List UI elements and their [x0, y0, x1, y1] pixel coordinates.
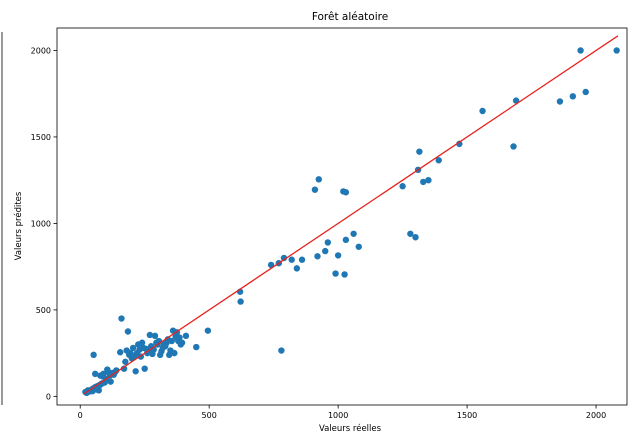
- data-point: [113, 367, 120, 374]
- data-point: [425, 176, 432, 184]
- data-point: [280, 254, 288, 262]
- data-point: [577, 47, 584, 54]
- data-point: [342, 189, 350, 196]
- data-point: [176, 334, 183, 341]
- data-point: [350, 230, 357, 237]
- data-point: [420, 178, 427, 186]
- y-tick-label: 2000: [31, 46, 51, 55]
- y-tick-label: 500: [36, 306, 51, 315]
- data-point: [334, 252, 342, 259]
- data-point: [124, 328, 132, 335]
- data-point: [613, 47, 620, 54]
- data-point: [341, 271, 348, 278]
- data-point: [237, 298, 244, 305]
- data-point: [182, 332, 190, 340]
- data-point: [412, 234, 419, 241]
- data-point: [314, 253, 321, 260]
- data-point: [146, 331, 154, 339]
- y-tick-label: 1500: [31, 133, 51, 142]
- data-point: [510, 143, 517, 150]
- data-point: [116, 349, 124, 356]
- data-point: [342, 236, 350, 244]
- data-point: [456, 140, 463, 148]
- data-point: [582, 88, 589, 96]
- data-point: [288, 256, 295, 263]
- data-point: [168, 337, 175, 345]
- data-point: [293, 265, 301, 272]
- data-point: [556, 98, 564, 105]
- data-point: [479, 107, 486, 115]
- data-point: [355, 243, 362, 250]
- data-point: [171, 349, 178, 357]
- data-point: [267, 261, 275, 269]
- data-point: [178, 339, 186, 346]
- data-point: [407, 230, 414, 237]
- y-tick-label: 0: [46, 392, 51, 401]
- data-point: [107, 378, 114, 385]
- x-tick-label: 0: [78, 411, 83, 420]
- data-point: [151, 332, 159, 340]
- data-point: [132, 368, 139, 375]
- data-point: [416, 148, 423, 155]
- y-axis-label: Valeurs prédites: [13, 191, 24, 260]
- data-point: [138, 339, 146, 346]
- data-point: [512, 97, 520, 104]
- data-point: [332, 270, 339, 277]
- x-tick-label: 2000: [586, 411, 606, 420]
- x-tick-label: 1500: [457, 411, 477, 420]
- x-axis-label: Valeurs réelles: [319, 423, 382, 433]
- data-point: [118, 315, 125, 322]
- data-point: [120, 365, 128, 372]
- data-point: [193, 343, 200, 351]
- data-point: [315, 176, 322, 183]
- data-point: [122, 358, 129, 365]
- x-tick-label: 1000: [328, 411, 348, 420]
- data-point: [324, 239, 332, 246]
- data-point: [399, 183, 406, 190]
- data-point: [311, 186, 319, 193]
- data-point: [435, 157, 442, 164]
- y-tick-label: 1000: [31, 219, 51, 228]
- plot-area: 0 500 1000 1500 2000 0 500 1000 1500 2000: [31, 27, 628, 420]
- data-point: [569, 93, 577, 100]
- chart-title: Forêt aléatoire: [312, 11, 388, 23]
- data-point: [90, 351, 97, 359]
- identity-line: [83, 35, 619, 395]
- data-point: [322, 247, 329, 255]
- data-point: [141, 365, 148, 372]
- data-point: [129, 344, 137, 352]
- data-point: [100, 370, 107, 378]
- data-point: [278, 347, 285, 354]
- x-tick-label: 500: [202, 411, 217, 420]
- plot-frame: [56, 27, 628, 406]
- data-point: [91, 370, 99, 378]
- data-point: [204, 327, 212, 334]
- data-point: [298, 256, 306, 263]
- data-point: [95, 387, 102, 394]
